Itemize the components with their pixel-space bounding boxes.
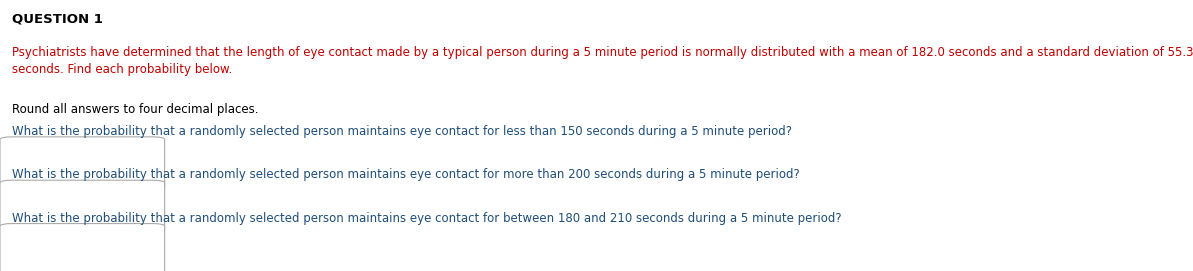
Text: What is the probability that a randomly selected person maintains eye contact fo: What is the probability that a randomly … (12, 212, 841, 225)
FancyBboxPatch shape (0, 224, 165, 271)
FancyBboxPatch shape (0, 180, 165, 233)
Text: Psychiatrists have determined that the length of eye contact made by a typical p: Psychiatrists have determined that the l… (12, 46, 1193, 76)
Text: What is the probability that a randomly selected person maintains eye contact fo: What is the probability that a randomly … (12, 125, 792, 138)
FancyBboxPatch shape (0, 137, 165, 190)
Text: What is the probability that a randomly selected person maintains eye contact fo: What is the probability that a randomly … (12, 168, 799, 181)
Text: Round all answers to four decimal places.: Round all answers to four decimal places… (12, 103, 259, 116)
Text: QUESTION 1: QUESTION 1 (12, 12, 103, 25)
